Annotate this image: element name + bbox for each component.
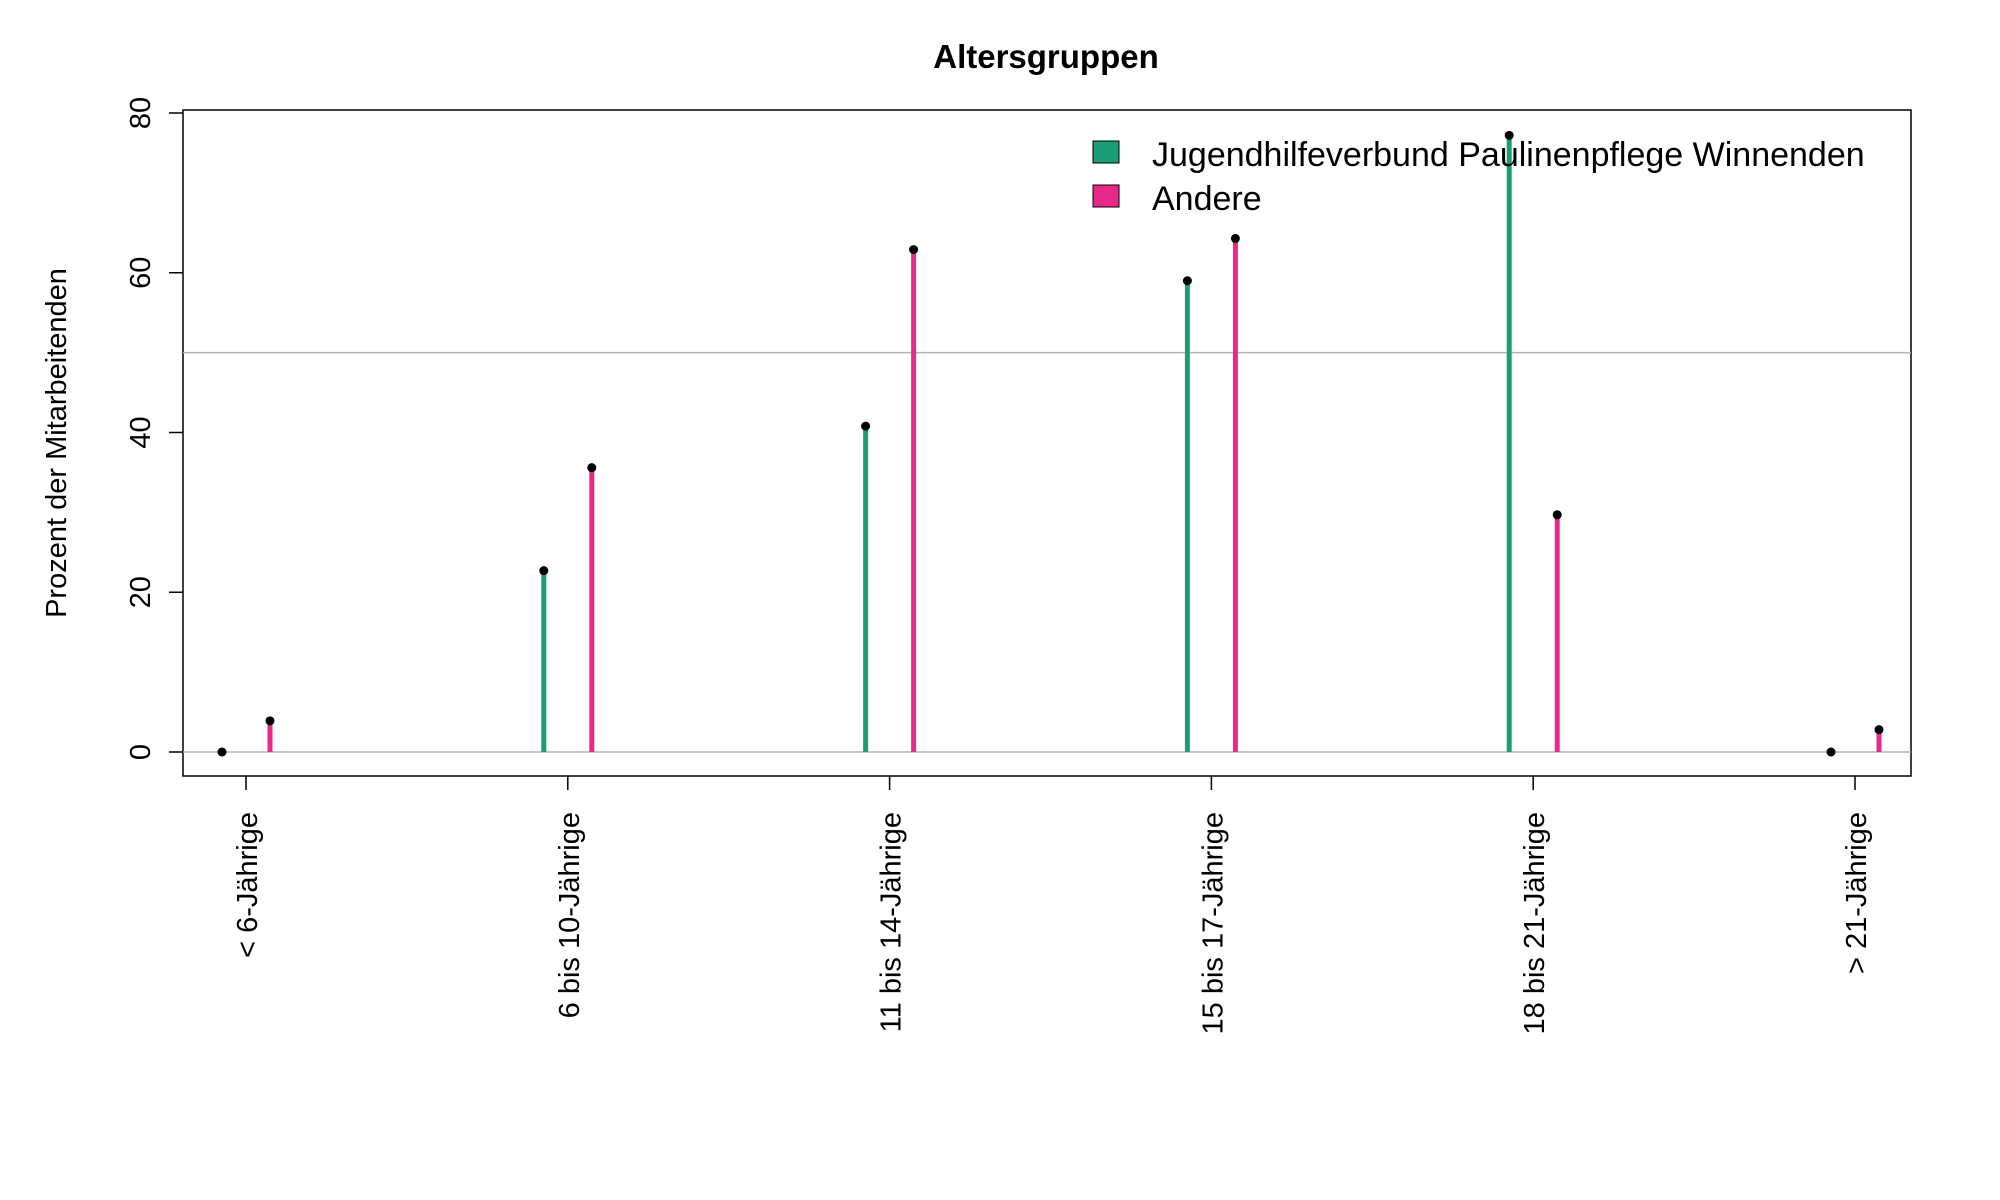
point-andere bbox=[1552, 510, 1562, 520]
lollipop-stems bbox=[217, 130, 1884, 757]
x-tick-label: 18 bis 21-Jährige bbox=[1519, 812, 1551, 1034]
y-tick-label: 40 bbox=[125, 416, 157, 448]
x-tick-label: < 6-Jährige bbox=[232, 812, 264, 958]
x-axis: < 6-Jährige 6 bis 10-Jährige 11 bis 14-Jäh… bbox=[232, 776, 1873, 1034]
point-andere bbox=[909, 245, 919, 255]
y-tick-label: 20 bbox=[125, 576, 157, 608]
y-tick-label: 80 bbox=[125, 97, 157, 129]
x-tick-label: 11 bis 14-Jährige bbox=[876, 812, 908, 1032]
point-andere bbox=[265, 716, 275, 726]
point-jugendhilfeverbund bbox=[539, 566, 549, 576]
legend-label-jugendhilfeverbund: Jugendhilfeverbund Paulinenpflege Winnen… bbox=[1152, 136, 1865, 174]
x-tick-label: 6 bis 10-Jährige bbox=[554, 812, 586, 1018]
point-jugendhilfeverbund bbox=[1826, 747, 1836, 757]
point-jugendhilfeverbund bbox=[1504, 130, 1514, 140]
plot-frame bbox=[182, 109, 1912, 777]
x-tick-label: 15 bis 17-Jährige bbox=[1197, 812, 1229, 1034]
y-tick-label: 60 bbox=[125, 257, 157, 289]
legend-swatch-andere bbox=[1092, 184, 1120, 208]
x-tick-label: > 21-Jährige bbox=[1841, 812, 1873, 974]
point-jugendhilfeverbund bbox=[217, 747, 227, 757]
y-tick-label: 0 bbox=[125, 744, 157, 760]
reference-lines bbox=[183, 351, 1911, 753]
chart-title: Altersgruppen bbox=[933, 38, 1159, 75]
legend: Jugendhilfeverbund Paulinenpflege Winnen… bbox=[1092, 136, 1865, 218]
y-axis: 0 20 40 60 80 bbox=[125, 97, 183, 760]
legend-label-andere: Andere bbox=[1152, 180, 1262, 218]
point-jugendhilfeverbund bbox=[1182, 276, 1192, 286]
point-jugendhilfeverbund bbox=[861, 421, 871, 431]
legend-swatch-jugendhilfeverbund bbox=[1092, 140, 1120, 164]
point-andere bbox=[1230, 233, 1240, 243]
point-andere bbox=[1874, 725, 1884, 735]
y-axis-label: Prozent der Mitarbeitenden bbox=[41, 268, 73, 618]
point-andere bbox=[587, 463, 597, 473]
